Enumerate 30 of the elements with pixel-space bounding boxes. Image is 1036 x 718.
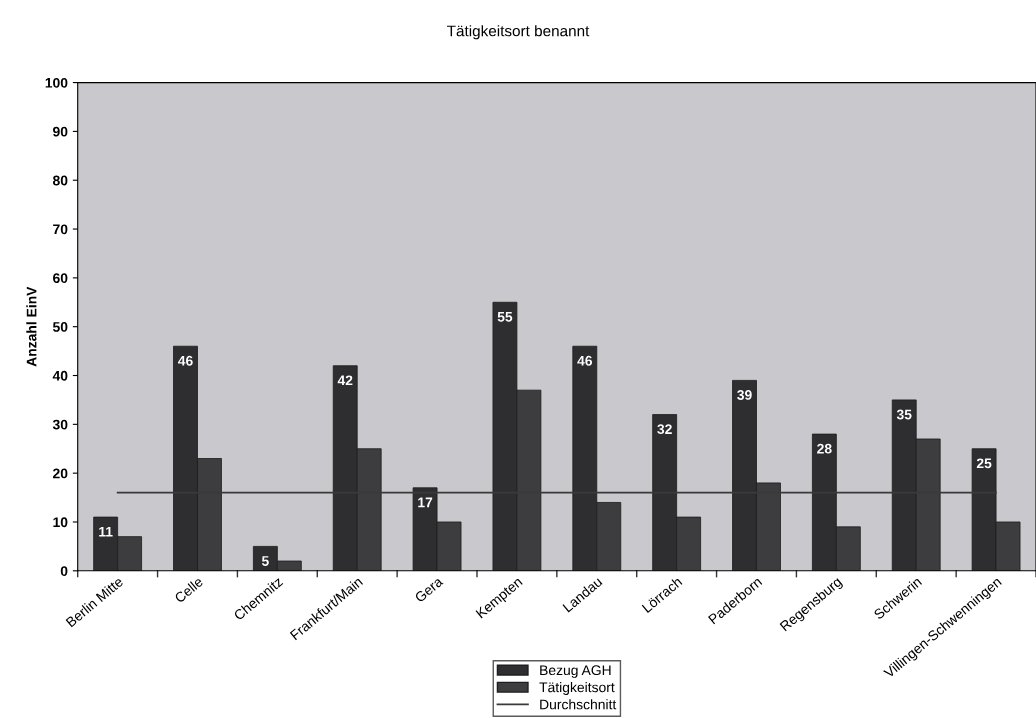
data-label: 39 xyxy=(737,390,752,400)
y-tick-label: 30 xyxy=(52,419,68,430)
data-label: 11 xyxy=(99,526,113,537)
data-label: 5 xyxy=(261,556,269,566)
x-tick-label: Celle xyxy=(173,576,204,604)
data-label: 17 xyxy=(418,497,433,508)
y-axis-title: Anzahl EinV xyxy=(26,286,37,367)
data-label: 46 xyxy=(577,355,593,366)
data-label: 55 xyxy=(497,312,513,322)
y-tick-label: 80 xyxy=(52,175,68,186)
y-tick-label: 0 xyxy=(60,566,68,576)
y-tick-label: 40 xyxy=(52,370,68,381)
chart-title: Tätigkeitsort benannt xyxy=(447,25,590,40)
data-label: 32 xyxy=(657,424,672,435)
data-label: 28 xyxy=(817,443,832,454)
y-tick-label: 50 xyxy=(52,322,68,332)
y-tick-label: 10 xyxy=(53,517,68,528)
data-label: 35 xyxy=(896,409,912,420)
y-tick-label: 60 xyxy=(53,273,68,284)
y-tick-label: 100 xyxy=(45,77,68,88)
data-label: 46 xyxy=(178,355,193,366)
legend-label: Bezug AGH xyxy=(540,665,611,678)
data-label: 42 xyxy=(337,375,353,386)
legend-label: Tätigkeitsort xyxy=(539,682,615,695)
y-tick-label: 20 xyxy=(53,468,68,479)
y-tick-label: 90 xyxy=(53,126,68,137)
legend-label: Durchschnitt xyxy=(540,699,617,710)
y-tick-label: 70 xyxy=(53,224,68,235)
data-label: 25 xyxy=(976,458,992,469)
x-tick-label: Gera xyxy=(414,575,444,603)
